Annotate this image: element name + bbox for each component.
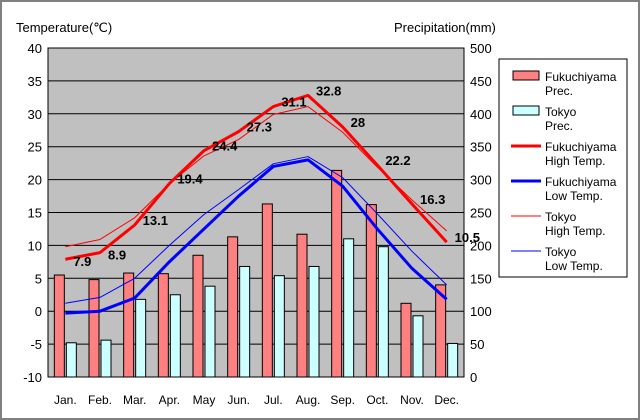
legend-label: Fukuchiyama (545, 70, 617, 84)
x-tick-label: Oct. (366, 393, 388, 407)
legend-label: High Temp. (545, 224, 605, 238)
y-left-tick-label: -5 (30, 337, 42, 352)
precip-bar (135, 298, 147, 378)
x-tick-label: Dec. (434, 393, 459, 407)
precip-bar (100, 339, 112, 378)
y-right-tick-label: 450 (470, 74, 492, 89)
data-label: 24.4 (212, 139, 238, 154)
temperature-line (65, 93, 448, 261)
precip-bar (192, 254, 204, 378)
precip-bar (123, 272, 135, 378)
y-left-axis-label: Temperature(℃) (16, 20, 112, 35)
precip-bar (169, 294, 181, 378)
y-left-tick-label: 25 (28, 140, 42, 155)
legend-swatch (512, 70, 540, 81)
legend-label: Fukuchiyama (545, 175, 617, 189)
precip-bar (204, 285, 216, 378)
legend-label: Tokyo (545, 245, 577, 259)
precip-bar (273, 275, 285, 378)
x-tick-label: Mar. (123, 393, 146, 407)
data-label: 19.4 (177, 172, 203, 187)
y-left-tick-label: 40 (28, 41, 42, 56)
y-right-tick-label: 500 (470, 41, 492, 56)
x-tick-label: May (193, 393, 216, 407)
legend-label: Tokyo (545, 210, 577, 224)
precip-bar (412, 315, 424, 378)
y-left-tick-label: 20 (28, 173, 42, 188)
precip-bar (400, 302, 412, 378)
y-right-tick-label: 400 (470, 107, 492, 122)
temperature-line (65, 158, 448, 315)
x-tick-label: Jun. (227, 393, 250, 407)
precip-bar (53, 274, 65, 378)
precip-bar (447, 342, 459, 378)
x-tick-label: Feb. (88, 393, 112, 407)
legend-label: Tokyo (545, 105, 577, 119)
y-left-tick-label: 35 (28, 74, 42, 89)
y-right-tick-label: 200 (470, 238, 492, 253)
precip-bar (239, 265, 251, 378)
y-right-tick-label: 350 (470, 140, 492, 155)
data-label: 27.3 (247, 120, 272, 135)
precip-bar (435, 284, 447, 378)
x-tick-label: Apr. (159, 393, 180, 407)
y-left-tick-label: 15 (28, 206, 42, 221)
data-label: 16.3 (420, 192, 445, 207)
y-right-tick-label: 50 (470, 337, 484, 352)
data-label: 28 (351, 115, 365, 130)
data-label: 22.2 (385, 153, 410, 168)
x-tick-label: Jan. (54, 393, 77, 407)
legend-swatch (512, 105, 540, 116)
precip-bar (343, 238, 355, 378)
legend-label: Fukuchiyama (545, 140, 617, 154)
y-right-tick-label: 0 (470, 370, 477, 385)
precip-bar (227, 236, 239, 378)
legend-label: High Temp. (545, 154, 605, 168)
y-left-tick-label: 10 (28, 238, 42, 253)
precip-bar (296, 233, 308, 378)
y-right-tick-label: 300 (470, 173, 492, 188)
data-label: 31.1 (281, 95, 306, 110)
legend-label: Low Temp. (545, 189, 603, 203)
y-right-tick-label: 100 (470, 304, 492, 319)
y-right-tick-label: 250 (470, 206, 492, 221)
precip-bar (65, 342, 77, 378)
y-left-tick-label: 30 (28, 107, 42, 122)
y-left-tick-label: -10 (23, 370, 42, 385)
precip-bar (331, 169, 343, 378)
precip-bar (308, 265, 320, 378)
y-right-tick-label: 150 (470, 271, 492, 286)
precip-bar (365, 204, 377, 378)
data-label: 13.1 (143, 213, 168, 228)
precip-bar (377, 246, 389, 378)
x-tick-label: Sep. (330, 393, 355, 407)
x-tick-label: Aug. (296, 393, 321, 407)
temperature-line (65, 156, 448, 304)
x-tick-label: Nov. (400, 393, 424, 407)
precip-bar (88, 279, 100, 378)
x-tick-label: Jul. (264, 393, 283, 407)
data-label: 7.9 (73, 254, 91, 269)
legend-label: Prec. (545, 119, 573, 133)
data-label: 8.9 (108, 248, 126, 263)
y-left-tick-label: 5 (35, 271, 42, 286)
legend-box (498, 58, 628, 278)
precip-bar (157, 273, 169, 378)
y-left-tick-label: 0 (35, 304, 42, 319)
data-label: 10.5 (455, 230, 480, 245)
legend-label: Low Temp. (545, 259, 603, 273)
y-right-axis-label: Precipitation(mm) (394, 20, 496, 35)
precip-bar (261, 203, 273, 378)
legend-label: Prec. (545, 84, 573, 98)
data-label: 32.8 (316, 83, 341, 98)
